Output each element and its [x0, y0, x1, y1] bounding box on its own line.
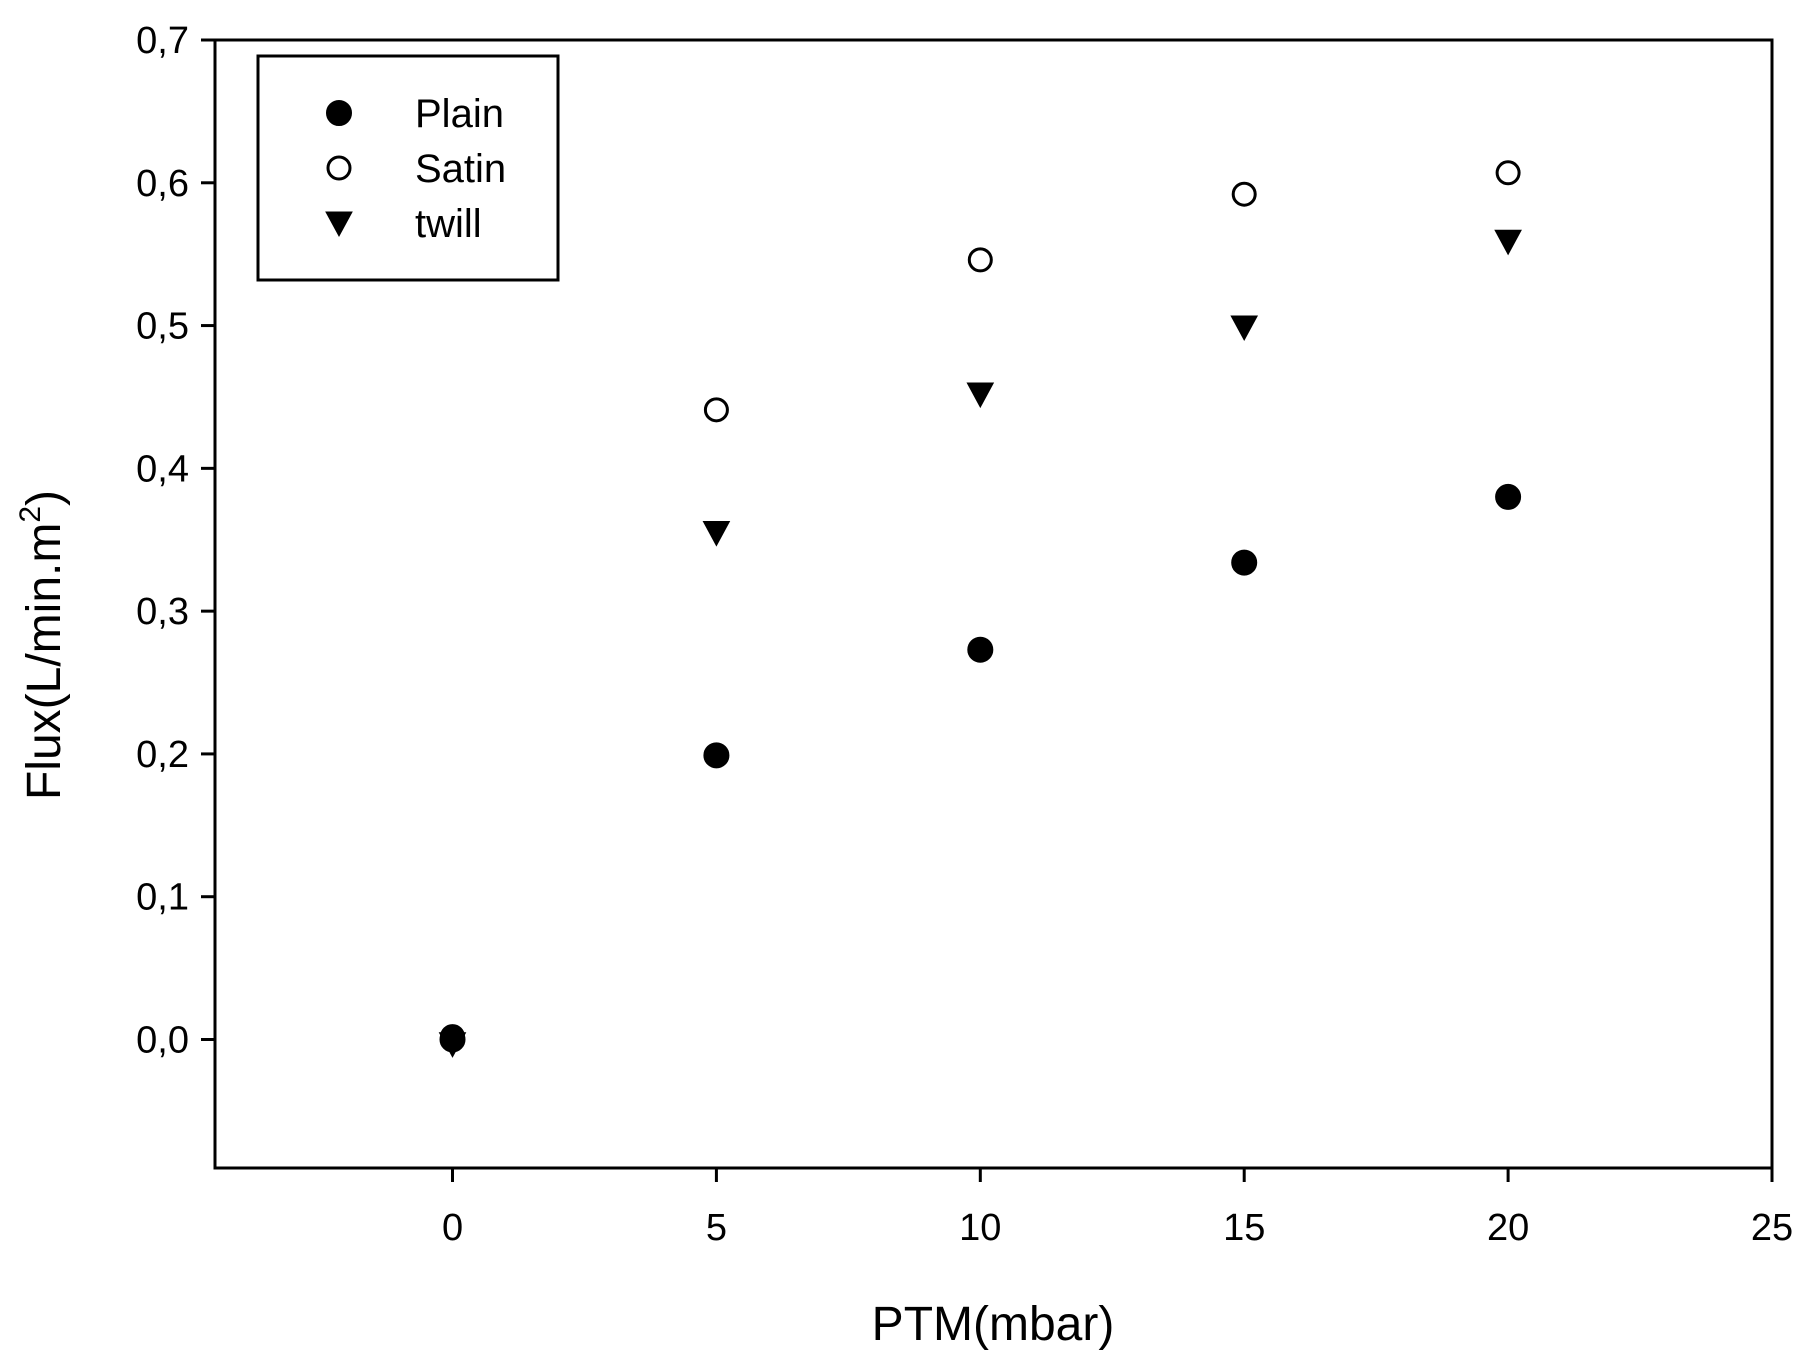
y-tick-label: 0,7 [136, 20, 189, 62]
data-point-plain [703, 742, 730, 769]
data-point-twill [1230, 315, 1259, 342]
axis-ticks [201, 38, 1774, 1182]
legend-box [256, 54, 560, 282]
data-point-plain [967, 636, 994, 663]
y-tick-label: 0,6 [136, 163, 189, 205]
x-tick-label: 0 [442, 1207, 463, 1249]
x-tick-label: 5 [706, 1207, 727, 1249]
x-tick-label: 15 [1223, 1207, 1265, 1249]
y-tick-label: 0,2 [136, 734, 189, 776]
y-tick-label: 0,3 [136, 591, 189, 633]
legend-marker-plain [326, 100, 352, 126]
data-point-twill [966, 382, 995, 409]
y-tick-label: 0,4 [136, 448, 189, 490]
y-tick-label: 0,0 [136, 1019, 189, 1061]
plot-frame [213, 38, 1774, 1170]
legend-marker-satin [326, 155, 352, 181]
legend-label-twill: twill [415, 202, 482, 246]
y-axis-title: Flux(L/min.m2) [14, 490, 71, 800]
plot-area [213, 38, 1774, 1170]
y-axis-title-superscript: 2 [14, 506, 47, 523]
data-point-satin [967, 247, 993, 273]
data-marks [438, 160, 1522, 1058]
y-axis-title-main: Flux(L/min.m [18, 523, 71, 800]
legend-marker-twill [325, 211, 353, 238]
data-point-twill [1494, 229, 1522, 256]
axis-tick-labels: 0,0 0,1 0,2 0,3 0,4 0,5 0,6 0,7 0 5 10 15 20 25 [136, 20, 1793, 1249]
legend: Plain Satin twill [256, 54, 560, 282]
legend-label-satin: Satin [415, 147, 506, 191]
y-tick-label: 0,5 [136, 306, 189, 348]
data-point-plain [1231, 549, 1258, 576]
x-tick-label: 25 [1751, 1207, 1793, 1249]
y-tick-label: 0,1 [136, 877, 189, 919]
y-axis-title-suffix: ) [18, 490, 71, 506]
legend-label-plain: Plain [415, 92, 504, 136]
x-axis-title: PTM(mbar) [872, 1298, 1115, 1351]
data-point-plain [439, 1026, 466, 1053]
x-tick-label: 10 [959, 1207, 1001, 1249]
data-point-satin [1231, 181, 1257, 207]
data-point-twill [702, 521, 731, 547]
data-point-plain [1495, 483, 1522, 510]
data-point-satin [703, 397, 729, 423]
x-tick-label: 20 [1487, 1207, 1529, 1249]
data-point-satin [1495, 160, 1521, 186]
